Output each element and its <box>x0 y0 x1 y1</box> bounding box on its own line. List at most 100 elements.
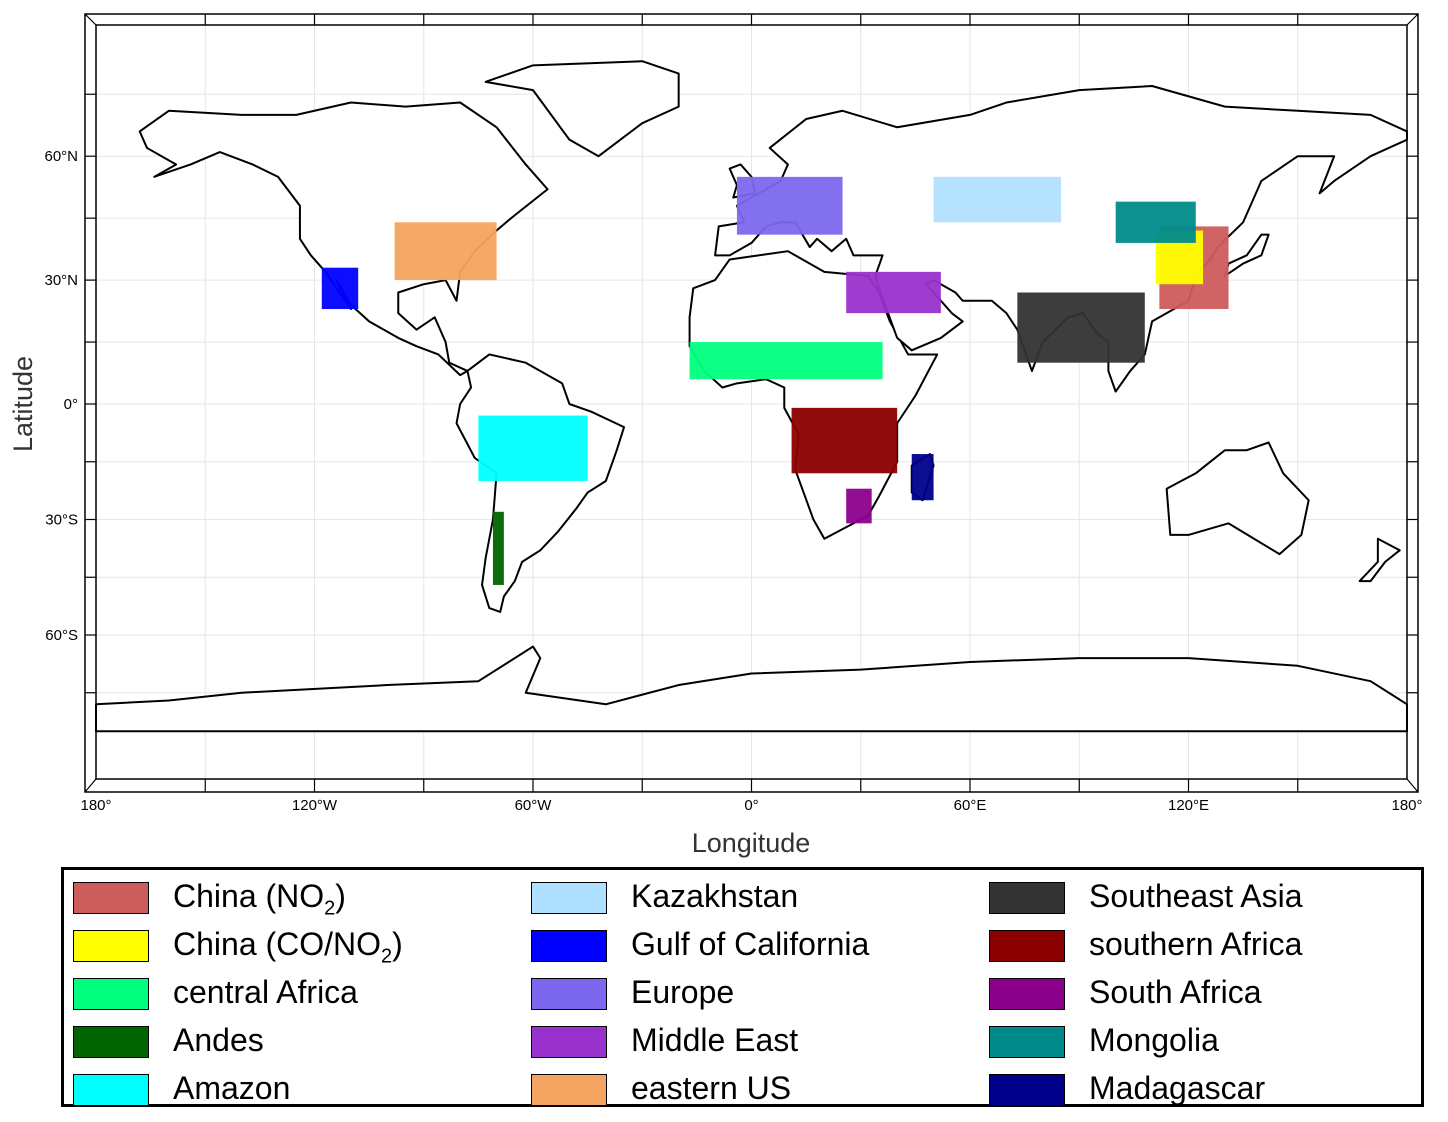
region-kazakhstan <box>933 176 1062 223</box>
legend-column-2: Kazakhstan Gulf of California Europe Middle… <box>526 876 966 1116</box>
region-southeast-asia <box>1017 292 1145 363</box>
legend-column-1: China (NO2) China (CO/NO2) central Africa A… <box>68 876 508 1116</box>
legend-label: China (NO2) <box>173 878 346 920</box>
legend-item: South Africa <box>984 972 1424 1020</box>
frame-corner <box>84 13 97 26</box>
legend-swatch <box>989 930 1065 962</box>
legend: China (NO2) China (CO/NO2) central Africa A… <box>61 867 1424 1107</box>
legend-label: Mongolia <box>1089 1022 1219 1059</box>
region-gulf-of-california <box>321 267 359 310</box>
longitude-tick-label: 180° <box>80 797 111 814</box>
legend-swatch <box>73 1026 149 1058</box>
x-axis-title: Longitude <box>692 828 811 858</box>
frame-corner <box>1406 778 1419 793</box>
legend-swatch <box>989 978 1065 1010</box>
legend-swatch <box>531 930 607 962</box>
region-andes <box>492 511 504 585</box>
region-middle-east <box>846 271 941 314</box>
legend-item: China (CO/NO2) <box>68 924 508 972</box>
legend-item: Madagascar <box>984 1068 1424 1116</box>
legend-swatch <box>531 882 607 914</box>
legend-swatch <box>989 1074 1065 1106</box>
legend-item: Mongolia <box>984 1020 1424 1068</box>
map-svg: 180° 120°W 60°W 0° 60°E 120°E 180° 60°N 30°N 0° 3… <box>8 13 1423 858</box>
latitude-tick-label: 60°N <box>44 148 78 165</box>
legend-label-suffix: ) <box>392 926 403 962</box>
legend-label: Gulf of California <box>631 926 869 963</box>
legend-label: southern Africa <box>1089 926 1302 963</box>
legend-label: central Africa <box>173 974 358 1011</box>
legend-swatch <box>989 882 1065 914</box>
legend-swatch <box>989 1026 1065 1058</box>
legend-swatch <box>73 978 149 1010</box>
longitude-tick-label: 120°W <box>292 797 338 814</box>
latitude-tick-label: 0° <box>64 396 78 413</box>
latitude-tick-label: 30°S <box>45 512 78 529</box>
region-layer <box>321 176 1229 585</box>
antarctica-landmass <box>95 645 1408 733</box>
greenland-landmass <box>484 60 680 158</box>
legend-label-text: central Africa <box>173 974 358 1010</box>
region-madagascar <box>911 454 934 501</box>
legend-label-text: China (NO <box>173 878 325 914</box>
north-america-landmass <box>138 101 549 377</box>
legend-label-text: China (CO/NO <box>173 926 382 962</box>
longitude-tick-label: 180° <box>1391 797 1422 814</box>
legend-item: southern Africa <box>984 924 1424 972</box>
legend-item: Southeast Asia <box>984 876 1424 924</box>
longitude-tick-label: 60°W <box>515 797 553 814</box>
region-central-africa <box>689 342 883 380</box>
legend-item: Gulf of California <box>526 924 966 972</box>
legend-item: eastern US <box>526 1068 966 1116</box>
legend-label: Southeast Asia <box>1089 878 1302 915</box>
legend-label: Amazon <box>173 1070 290 1107</box>
longitude-tick-label: 120°E <box>1168 797 1209 814</box>
map-frame <box>84 13 1419 793</box>
world-map-figure: 180° 120°W 60°W 0° 60°E 120°E 180° 60°N 30°N 0° 3… <box>8 13 1423 858</box>
legend-label-text: eastern US <box>631 1070 792 1106</box>
legend-label-text: Mongolia <box>1089 1022 1219 1058</box>
legend-label-subscript: 2 <box>324 897 336 920</box>
australia-landmass <box>1165 441 1310 556</box>
legend-label-text: Gulf of California <box>631 926 870 962</box>
legend-label-suffix: ) <box>335 878 346 914</box>
region-south-africa <box>846 488 872 524</box>
legend-item: Kazakhstan <box>526 876 966 924</box>
south-america-landmass <box>455 353 626 613</box>
legend-label-text: southern Africa <box>1089 926 1303 962</box>
legend-label: Madagascar <box>1089 1070 1265 1107</box>
legend-label-text: Amazon <box>173 1070 291 1106</box>
latitude-tick-label: 30°N <box>44 272 78 289</box>
legend-label: Kazakhstan <box>631 878 798 915</box>
legend-label: Europe <box>631 974 734 1011</box>
legend-swatch <box>73 1074 149 1106</box>
legend-label-text: Europe <box>631 974 735 1010</box>
legend-swatch <box>73 930 149 962</box>
legend-column-3: Southeast Asia southern Africa South Afric… <box>984 876 1424 1116</box>
new-zealand-landmass <box>1358 537 1401 583</box>
legend-item: Andes <box>68 1020 508 1068</box>
legend-label-text: Andes <box>173 1022 264 1058</box>
legend-label-text: Madagascar <box>1089 1070 1266 1106</box>
legend-label-subscript: 2 <box>381 945 393 968</box>
legend-item: China (NO2) <box>68 876 508 924</box>
legend-label: Andes <box>173 1022 264 1059</box>
latitude-tick-label: 60°S <box>45 627 78 644</box>
region-amazon <box>478 415 588 481</box>
legend-swatch <box>531 978 607 1010</box>
latitude-tick-labels: 60°N 30°N 0° 30°S 60°S <box>44 148 78 644</box>
longitude-tick-labels: 180° 120°W 60°W 0° 60°E 120°E 180° <box>80 797 1422 814</box>
frame-corner <box>84 778 97 793</box>
legend-swatch <box>531 1026 607 1058</box>
region-mongolia <box>1115 201 1196 243</box>
legend-swatch <box>531 1074 607 1106</box>
region-europe <box>736 176 843 235</box>
y-axis-title: Latitude <box>8 356 38 452</box>
legend-item: Amazon <box>68 1068 508 1116</box>
japan-landmass <box>1223 233 1270 277</box>
legend-label: Middle East <box>631 1022 798 1059</box>
legend-item: Middle East <box>526 1020 966 1068</box>
region-southern-africa <box>791 407 898 474</box>
legend-item: Europe <box>526 972 966 1020</box>
legend-label-text: South Africa <box>1089 974 1262 1010</box>
